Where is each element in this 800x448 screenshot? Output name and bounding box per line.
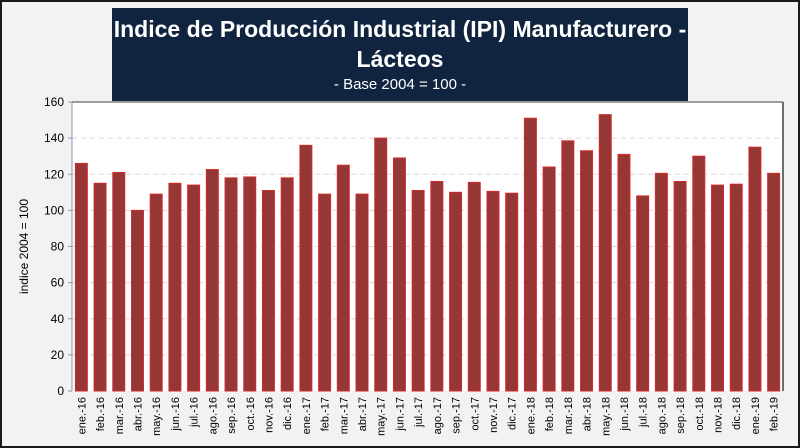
x-tick-label: ene.-17 <box>301 397 313 434</box>
x-tick-label: nov.-17 <box>488 397 500 433</box>
bar <box>467 181 481 392</box>
bar <box>299 144 313 392</box>
bar <box>318 193 332 392</box>
x-tick-label: nov.-16 <box>263 397 275 433</box>
x-tick-label: ago.-17 <box>432 397 444 434</box>
bar <box>617 153 631 392</box>
y-tick-label: 60 <box>51 276 65 290</box>
x-tick-label: may.-18 <box>600 397 612 436</box>
bar <box>392 157 406 392</box>
bar <box>711 184 725 392</box>
x-tick-label: may.-16 <box>151 397 163 436</box>
bar <box>636 195 650 392</box>
bar <box>261 190 275 392</box>
bar <box>430 180 444 392</box>
x-tick-label: jul.-18 <box>638 397 650 428</box>
x-tick-label: feb.-19 <box>769 397 781 431</box>
bar <box>74 162 88 392</box>
x-tick-label: abr.-17 <box>357 397 369 431</box>
x-tick-label: oct.-16 <box>245 397 257 431</box>
x-tick-label: dic.-18 <box>731 397 743 430</box>
y-axis-title: indice 2004 = 100 <box>17 199 31 294</box>
x-tick-label: dic.-16 <box>282 397 294 430</box>
x-tick-label: sep.-18 <box>675 397 687 434</box>
chart-title: Indice de Producción Industrial (IPI) Ma… <box>113 16 687 42</box>
x-tick-label: nov.-18 <box>713 397 725 433</box>
y-tick-label: 40 <box>51 312 65 326</box>
x-tick-label: oct.-17 <box>469 397 481 431</box>
bar <box>224 177 238 392</box>
x-tick-label: sep.-17 <box>451 397 463 434</box>
chart-title-line2: Lácteos <box>356 46 444 72</box>
x-tick-label: jun.-18 <box>619 397 631 432</box>
y-tick-label: 100 <box>44 203 64 217</box>
bar <box>561 140 575 392</box>
x-tick-label: may.-17 <box>376 397 388 436</box>
x-axis-labels: ene.-16 feb.-16 mar.-16 abr.-16 may.-16 jun.-… <box>76 397 780 436</box>
chart-subtitle: - Base 2004 = 100 - <box>333 76 467 93</box>
bar <box>130 209 144 392</box>
bar <box>580 150 594 392</box>
x-tick-label: jul.-17 <box>413 397 425 428</box>
x-tick-label: ago.-16 <box>207 397 219 434</box>
bar <box>748 146 762 392</box>
x-tick-label: ene.-16 <box>76 397 88 434</box>
title-box: Indice de Producción Industrial (IPI) Ma… <box>112 8 688 101</box>
bar <box>336 164 350 392</box>
bars <box>74 114 781 392</box>
x-tick-label: feb.-18 <box>544 397 556 431</box>
x-tick-label: abr.-18 <box>582 397 594 431</box>
y-tick-label: 80 <box>51 240 65 254</box>
x-tick-label: sep.-16 <box>226 397 238 434</box>
x-tick-label: feb.-16 <box>95 397 107 431</box>
x-tick-label: mar.-16 <box>114 397 126 434</box>
bar <box>187 184 201 392</box>
y-tick-label: 140 <box>44 131 64 145</box>
x-tick-label: mar.-18 <box>563 397 575 434</box>
bar <box>673 180 687 392</box>
y-axis-ticks: 0 20 40 60 80 100 120 140 160 <box>44 95 72 398</box>
x-tick-label: jun.-16 <box>170 397 182 432</box>
x-tick-label: ene.-19 <box>750 397 762 434</box>
bar <box>411 190 425 392</box>
x-tick-label: abr.-16 <box>132 397 144 431</box>
bar <box>767 172 781 392</box>
x-tick-label: ene.-18 <box>525 397 537 434</box>
x-tick-label: oct.-18 <box>694 397 706 431</box>
y-tick-label: 20 <box>51 348 65 362</box>
bar <box>523 117 537 392</box>
bar <box>654 172 668 392</box>
bar <box>486 190 500 392</box>
x-tick-label: jun.-17 <box>394 397 406 432</box>
bar <box>449 191 463 392</box>
bar <box>112 171 126 392</box>
y-tick-label: 160 <box>44 95 64 109</box>
bar <box>374 137 388 392</box>
bar <box>505 192 519 392</box>
x-tick-label: mar.-17 <box>338 397 350 434</box>
x-tick-label: ago.-18 <box>656 397 668 434</box>
bar <box>280 177 294 392</box>
bar <box>243 176 257 392</box>
bar <box>355 193 369 392</box>
bar <box>598 114 612 392</box>
bar <box>93 182 107 392</box>
bar <box>542 166 556 392</box>
bar <box>149 193 163 392</box>
bar <box>692 155 706 392</box>
x-tick-label: jul.-16 <box>189 397 201 428</box>
y-tick-label: 0 <box>57 384 64 398</box>
y-tick-label: 120 <box>44 167 64 181</box>
x-tick-label: feb.-17 <box>320 397 332 431</box>
bar <box>205 169 219 392</box>
bar <box>168 182 182 392</box>
bar <box>729 183 743 392</box>
x-tick-label: dic.-17 <box>507 397 519 430</box>
